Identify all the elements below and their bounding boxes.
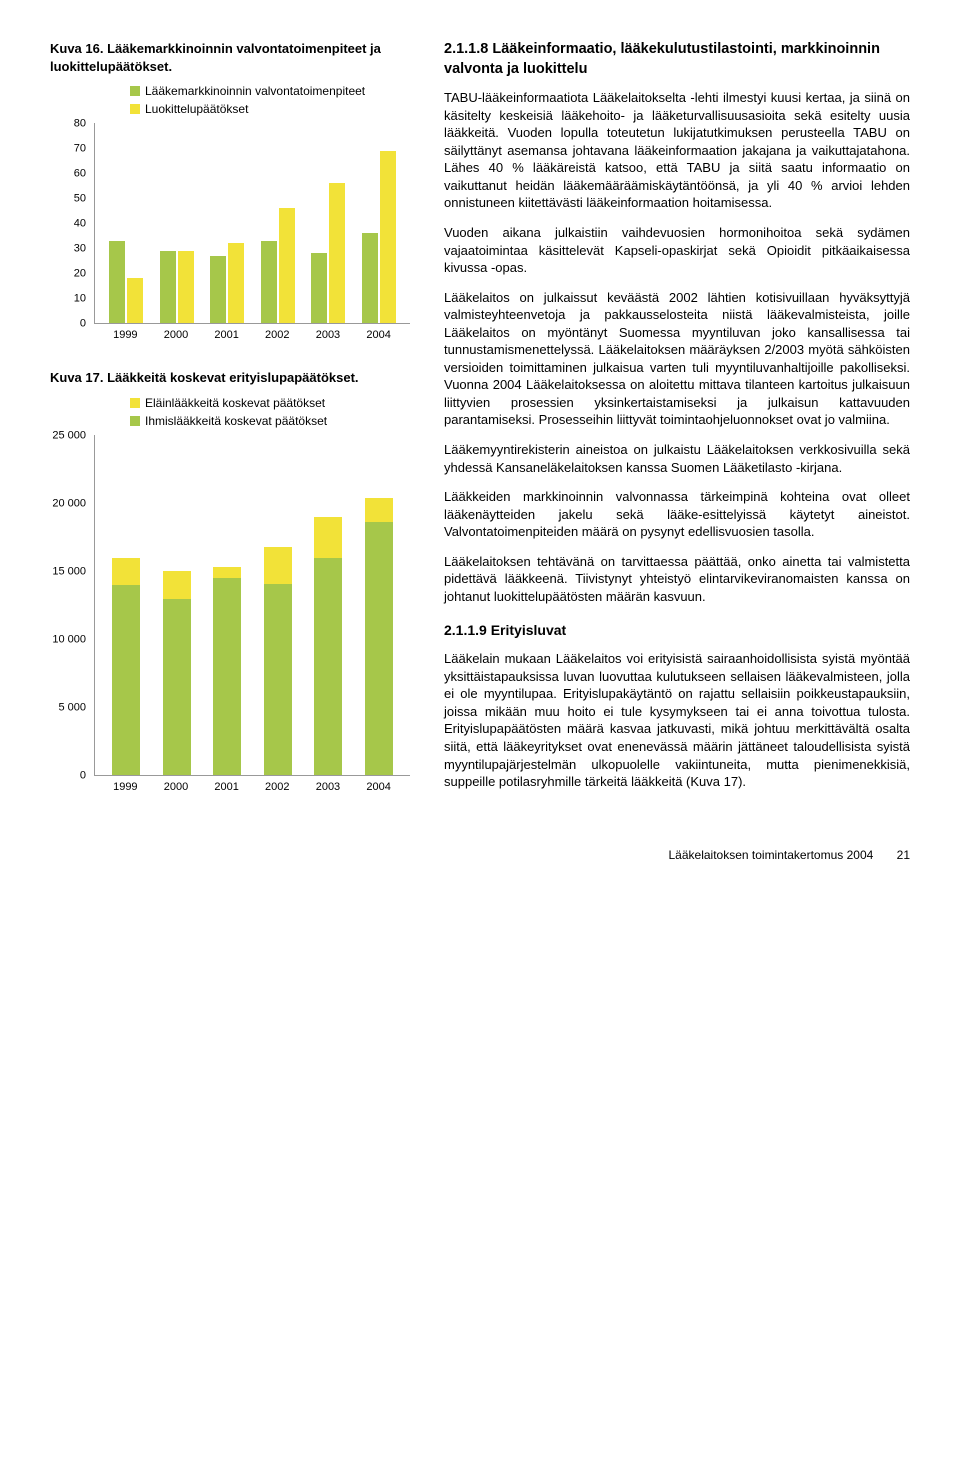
body-paragraph: Lääkelaitoksen tehtävänä on tarvittaessa… bbox=[444, 553, 910, 606]
legend-item: Lääkemarkkinoinnin valvontatoimenpiteet bbox=[130, 83, 410, 99]
chart17: 05 00010 00015 00020 00025 0001999200020… bbox=[50, 435, 410, 799]
bar-series-b bbox=[127, 278, 143, 323]
y-tick-label: 5 000 bbox=[58, 700, 86, 715]
y-tick-label: 15 000 bbox=[52, 564, 86, 579]
stacked-bar bbox=[112, 558, 140, 776]
bar-series-b bbox=[178, 251, 194, 324]
stacked-segment-bottom bbox=[163, 599, 191, 776]
legend-item: Eläinlääkkeitä koskevat päätökset bbox=[130, 395, 410, 411]
x-tick-label: 2002 bbox=[265, 780, 289, 795]
footer-page-number: 21 bbox=[897, 847, 910, 863]
stacked-bar bbox=[163, 571, 191, 775]
chart16-legend: Lääkemarkkinoinnin valvontatoimenpiteet … bbox=[130, 83, 410, 117]
bar-series-b bbox=[329, 183, 345, 323]
x-tick-label: 2000 bbox=[164, 780, 188, 795]
body-paragraph: Lääkelaitos on julkaissut keväästä 2002 … bbox=[444, 289, 910, 429]
bar-series-a bbox=[261, 241, 277, 324]
legend-swatch bbox=[130, 86, 140, 96]
y-tick-label: 50 bbox=[74, 191, 86, 206]
body-paragraph: Lääkkeiden markkinoinnin valvonnassa tär… bbox=[444, 488, 910, 541]
x-tick-label: 2004 bbox=[366, 780, 390, 795]
stacked-segment-bottom bbox=[264, 584, 292, 776]
stacked-segment-bottom bbox=[314, 558, 342, 776]
stacked-segment-top bbox=[163, 571, 191, 598]
bar-group bbox=[109, 241, 143, 324]
legend-item: Luokittelupäätökset bbox=[130, 101, 410, 117]
bar-series-b bbox=[228, 243, 244, 323]
body-paragraph: Vuoden aikana julkaistiin vaihdevuosien … bbox=[444, 224, 910, 277]
sub-heading: 2.1.1.9 Erityisluvat bbox=[444, 621, 910, 640]
chart16: 0102030405060708019992000200120022003200… bbox=[50, 123, 410, 347]
y-tick-label: 80 bbox=[74, 116, 86, 131]
bar-group bbox=[210, 243, 244, 323]
legend-label: Lääkemarkkinoinnin valvontatoimenpiteet bbox=[145, 83, 365, 99]
y-tick-label: 0 bbox=[80, 768, 86, 783]
stacked-segment-top bbox=[314, 517, 342, 558]
stacked-segment-bottom bbox=[112, 585, 140, 775]
bar-group bbox=[362, 151, 396, 324]
y-tick-label: 30 bbox=[74, 241, 86, 256]
x-tick-label: 1999 bbox=[113, 328, 137, 343]
y-tick-label: 10 bbox=[74, 291, 86, 306]
y-tick-label: 0 bbox=[80, 316, 86, 331]
right-column: 2.1.1.8 Lääkeinformaatio, lääkekulutusti… bbox=[444, 40, 910, 821]
x-tick-label: 2000 bbox=[164, 328, 188, 343]
y-tick-label: 70 bbox=[74, 141, 86, 156]
bar-series-b bbox=[380, 151, 396, 324]
legend-label: Eläinlääkkeitä koskevat päätökset bbox=[145, 395, 325, 411]
stacked-segment-top bbox=[365, 498, 393, 522]
y-tick-label: 20 bbox=[74, 266, 86, 281]
stacked-segment-bottom bbox=[365, 522, 393, 775]
x-tick-label: 2003 bbox=[316, 780, 340, 795]
legend-label: Ihmislääkkeitä koskevat päätökset bbox=[145, 413, 327, 429]
legend-swatch bbox=[130, 416, 140, 426]
legend-swatch bbox=[130, 398, 140, 408]
footer-text: Lääkelaitoksen toimintakertomus 2004 bbox=[669, 848, 874, 862]
stacked-bar bbox=[314, 517, 342, 775]
stacked-bar bbox=[264, 547, 292, 775]
bar-series-a bbox=[109, 241, 125, 324]
x-tick-label: 2002 bbox=[265, 328, 289, 343]
body-paragraph: Lääkemyyntirekisterin aineistoa on julka… bbox=[444, 441, 910, 476]
left-column: Kuva 16. Lääkemarkkinoinnin valvontatoim… bbox=[50, 40, 410, 821]
y-tick-label: 60 bbox=[74, 166, 86, 181]
x-tick-label: 2001 bbox=[214, 328, 238, 343]
page-footer: Lääkelaitoksen toimintakertomus 2004 21 bbox=[50, 847, 910, 863]
y-tick-label: 25 000 bbox=[52, 428, 86, 443]
bar-series-b bbox=[279, 208, 295, 323]
y-tick-label: 10 000 bbox=[52, 632, 86, 647]
chart17-legend: Eläinlääkkeitä koskevat päätökset Ihmisl… bbox=[130, 395, 410, 429]
legend-item: Ihmislääkkeitä koskevat päätökset bbox=[130, 413, 410, 429]
legend-label: Luokittelupäätökset bbox=[145, 101, 248, 117]
x-tick-label: 2003 bbox=[316, 328, 340, 343]
chart17-title: Kuva 17. Lääkkeitä koskevat erityislupap… bbox=[50, 369, 410, 387]
x-tick-label: 1999 bbox=[113, 780, 137, 795]
y-tick-label: 40 bbox=[74, 216, 86, 231]
bar-series-a bbox=[160, 251, 176, 324]
bar-series-a bbox=[311, 253, 327, 323]
chart16-title: Kuva 16. Lääkemarkkinoinnin valvontatoim… bbox=[50, 40, 410, 75]
stacked-segment-top bbox=[264, 547, 292, 584]
body-paragraph: Lääkelain mukaan Lääkelaitos voi erityis… bbox=[444, 650, 910, 790]
stacked-bar bbox=[213, 567, 241, 775]
x-tick-label: 2004 bbox=[366, 328, 390, 343]
stacked-segment-top bbox=[112, 558, 140, 585]
x-tick-label: 2001 bbox=[214, 780, 238, 795]
bar-series-a bbox=[362, 233, 378, 323]
stacked-bar bbox=[365, 498, 393, 775]
section-heading: 2.1.1.8 Lääkeinformaatio, lääkekulutusti… bbox=[444, 40, 910, 79]
bar-group bbox=[261, 208, 295, 323]
y-tick-label: 20 000 bbox=[52, 496, 86, 511]
bar-series-a bbox=[210, 256, 226, 324]
legend-swatch bbox=[130, 104, 140, 114]
stacked-segment-bottom bbox=[213, 578, 241, 775]
stacked-segment-top bbox=[213, 567, 241, 578]
bar-group bbox=[311, 183, 345, 323]
body-paragraph: TABU-lääkeinformaatiota Lääkelaitokselta… bbox=[444, 89, 910, 212]
bar-group bbox=[160, 251, 194, 324]
